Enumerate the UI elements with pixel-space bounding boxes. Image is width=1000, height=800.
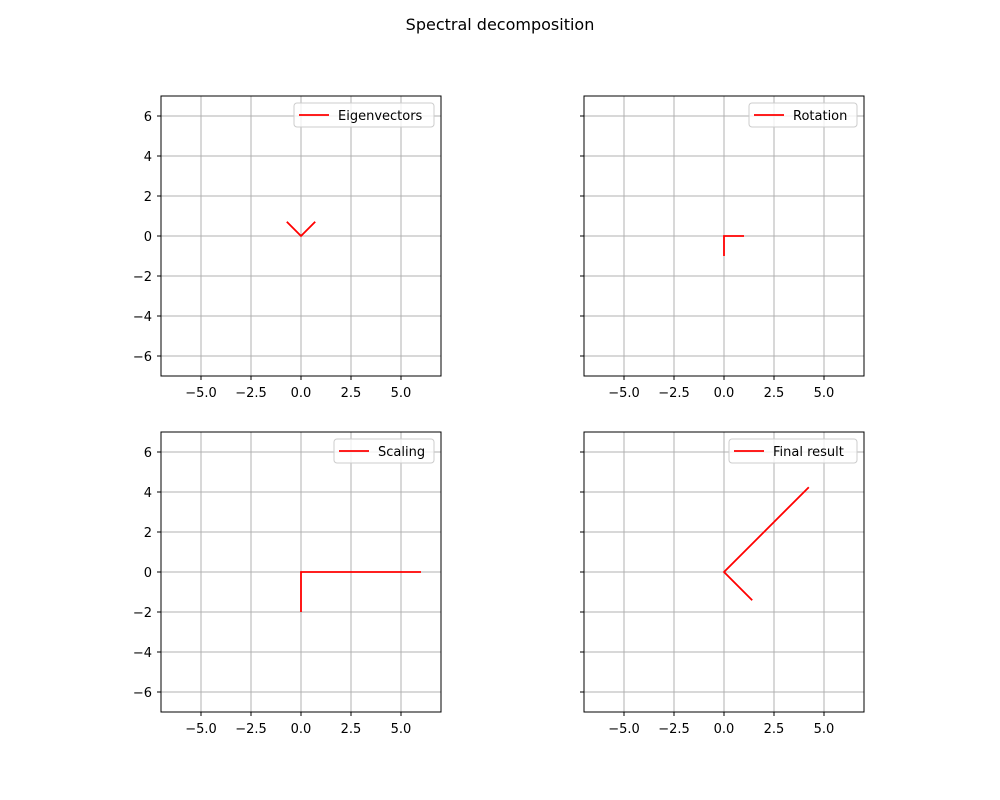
x-tick-label: 2.5 [341, 722, 362, 737]
data-line [723, 235, 744, 256]
legend-label: Eigenvectors [338, 109, 423, 124]
x-tick-label: 5.0 [391, 722, 412, 737]
x-tick-label: −5.0 [185, 722, 217, 737]
y-tick-label: 0 [144, 230, 152, 245]
legend-box [728, 438, 858, 464]
x-tick-label: −5.0 [608, 722, 640, 737]
legend-label: Final result [773, 445, 844, 460]
x-tick-label: 5.0 [814, 386, 835, 401]
x-tick-label: −5.0 [185, 386, 217, 401]
y-tick-label: 6 [144, 110, 152, 125]
legend: Final result [728, 438, 858, 464]
x-tick-label: 2.5 [764, 386, 785, 401]
y-tick-label: −4 [133, 646, 152, 661]
x-tick-label: −2.5 [235, 386, 267, 401]
x-tick-label: 2.5 [764, 722, 785, 737]
subplot-1: −5.0 −2.5 0.0 2.5 5.0 6 4 2 0 −2 −4 −6 Eigenvectors [133, 95, 442, 401]
x-tick-label: −5.0 [608, 386, 640, 401]
x-tick-label: −2.5 [235, 722, 267, 737]
figure-title: Spectral decomposition [406, 15, 595, 34]
legend-box [748, 102, 858, 128]
x-tick-label: 2.5 [341, 386, 362, 401]
x-tick-label: −2.5 [658, 722, 690, 737]
y-tick-label: −2 [133, 606, 152, 621]
y-tick-label: 4 [144, 486, 152, 501]
y-tick-label: −6 [133, 686, 152, 701]
data-line [286, 221, 316, 238]
subplot-3: −5.0 −2.5 0.0 2.5 5.0 6 4 2 0 −2 −4 −6 Scaling [133, 431, 442, 737]
subplot-4: −5.0 −2.5 0.0 2.5 5.0 Final result [580, 431, 865, 737]
y-tick-label: 4 [144, 150, 152, 165]
y-tick-label: 2 [144, 526, 152, 541]
y-tick-label: −6 [133, 350, 152, 365]
legend-box [333, 438, 435, 464]
x-tick-label: 0.0 [291, 722, 312, 737]
y-tick-label: 6 [144, 446, 152, 461]
legend: Scaling [333, 438, 435, 464]
data-line [722, 486, 810, 601]
y-tick-label: −4 [133, 310, 152, 325]
x-tick-label: 0.0 [714, 386, 735, 401]
legend-box [293, 102, 435, 128]
legend-label: Scaling [378, 445, 425, 460]
x-tick-label: 5.0 [814, 722, 835, 737]
x-tick-label: 0.0 [714, 722, 735, 737]
y-tick-label: −2 [133, 270, 152, 285]
y-tick-label: 0 [144, 566, 152, 581]
x-tick-label: −2.5 [658, 386, 690, 401]
data-line [300, 571, 421, 612]
legend-label: Rotation [793, 109, 847, 124]
subplot-2: −5.0 −2.5 0.0 2.5 5.0 Rotation [580, 95, 865, 401]
x-tick-label: 5.0 [391, 386, 412, 401]
legend: Eigenvectors [293, 102, 435, 128]
y-tick-label: 2 [144, 190, 152, 205]
x-tick-label: 0.0 [291, 386, 312, 401]
subplot-grid: −5.0 −2.5 0.0 2.5 5.06420−2−4−6Eigenvectors−… [133, 95, 865, 737]
legend: Rotation [748, 102, 858, 128]
